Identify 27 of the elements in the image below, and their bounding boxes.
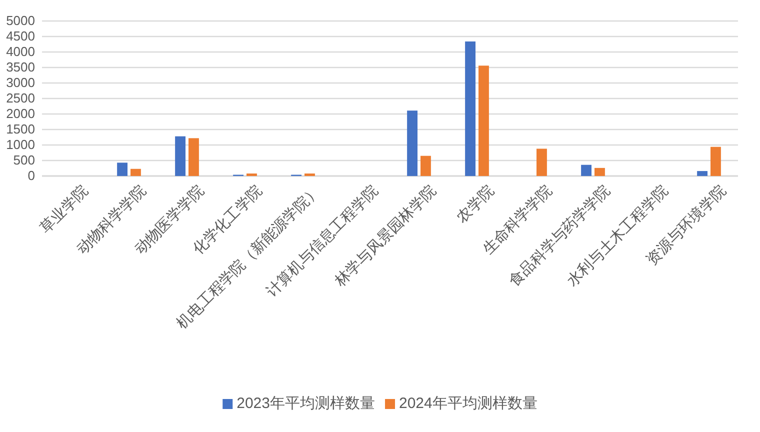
y-tick-label: 2000: [6, 106, 35, 122]
y-tick-label: 1500: [6, 122, 35, 137]
x-tick-label: 农学院: [452, 182, 498, 226]
bar: [130, 168, 141, 176]
bar: [594, 168, 605, 176]
bar: [478, 66, 489, 176]
y-tick-label: 2500: [6, 90, 35, 106]
y-tick-label: 4000: [6, 44, 35, 60]
bar: [697, 171, 708, 176]
y-tick-label: 0: [28, 168, 35, 184]
bar: [175, 136, 186, 176]
bar: [536, 148, 547, 176]
y-tick-label: 5000: [6, 13, 35, 28]
y-tick-label: 3500: [6, 60, 35, 75]
bar: [420, 156, 431, 176]
legend-label: 2024年平均测样数量: [399, 395, 538, 412]
bar: [117, 162, 128, 176]
y-tick-label: 1000: [6, 137, 35, 152]
y-tick-label: 3000: [6, 75, 35, 90]
y-tick-label: 4500: [6, 28, 35, 44]
bar: [465, 41, 476, 176]
bar: [407, 110, 418, 176]
bar: [710, 146, 721, 176]
y-tick-label: 500: [13, 152, 35, 168]
legend-label: 2023年平均测样数量: [236, 395, 375, 412]
bar: [581, 164, 592, 176]
bar: [188, 138, 199, 176]
